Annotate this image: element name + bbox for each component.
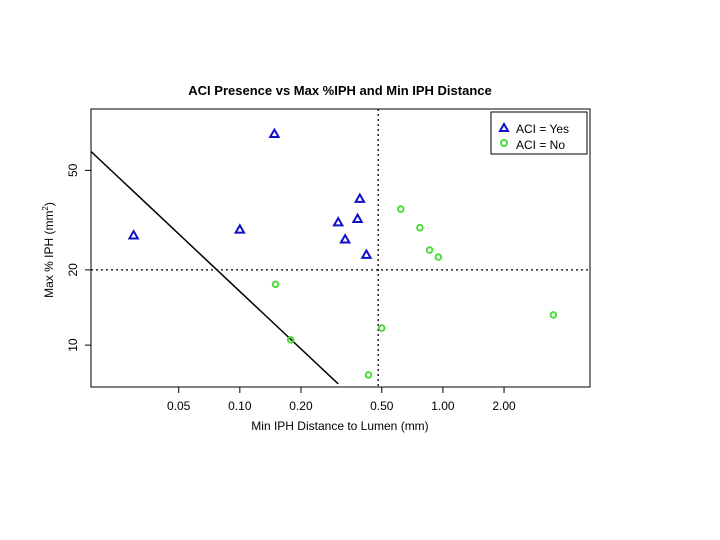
point-aci-no (364, 371, 373, 379)
x-tick-label: 0.50 (370, 399, 394, 413)
legend-box (490, 111, 588, 155)
point-aci-no (416, 223, 424, 232)
chart-title: ACI Presence vs Max %IPH and Min IPH Dis… (188, 83, 491, 98)
y-tick-label: 50 (66, 163, 80, 177)
x-tick-label: 2.00 (492, 399, 516, 413)
point-aci-no (549, 311, 558, 319)
point-aci-no (396, 205, 405, 213)
legend-label-yes: ACI = Yes (516, 122, 569, 136)
point-aci-no (286, 336, 295, 344)
x-tick-label: 0.10 (228, 399, 252, 413)
x-tick-label: 0.20 (289, 399, 313, 413)
point-aci-yes (332, 216, 345, 227)
reference-lines (90, 109, 590, 387)
point-aci-yes (233, 223, 246, 234)
x-axis: 0.05 0.10 0.20 0.50 1.00 2.00 (167, 386, 516, 413)
y-axis-label-end: ) (42, 202, 56, 206)
y-axis: 10 20 50 (66, 163, 92, 352)
y-axis-label: Max % IPH (mm2) (41, 202, 56, 298)
legend-label-no: ACI = No (516, 138, 565, 152)
point-aci-no (377, 324, 386, 332)
point-aci-no (434, 253, 443, 261)
y-axis-label-main: Max % IPH (mm (42, 211, 56, 298)
legend-marker-yes (498, 121, 510, 132)
point-aci-no (271, 280, 280, 289)
point-aci-no (425, 246, 434, 254)
point-aci-yes (360, 248, 373, 259)
point-aci-yes (268, 127, 281, 138)
x-tick-label: 1.00 (431, 399, 455, 413)
point-aci-yes (127, 229, 140, 240)
x-tick-label: 0.05 (167, 399, 191, 413)
x-axis-label: Min IPH Distance to Lumen (mm) (251, 419, 428, 433)
decision-boundary-line (90, 150, 339, 385)
y-axis-label-superscript: 2 (41, 206, 50, 211)
legend-marker-no (500, 139, 508, 147)
y-tick-label: 20 (66, 263, 80, 277)
y-tick-label: 10 (66, 338, 80, 352)
point-aci-yes (339, 233, 352, 244)
legend: ACI = Yes ACI = No (490, 111, 588, 155)
data-points (127, 127, 558, 379)
point-aci-yes (351, 212, 364, 223)
point-aci-yes (353, 192, 366, 203)
